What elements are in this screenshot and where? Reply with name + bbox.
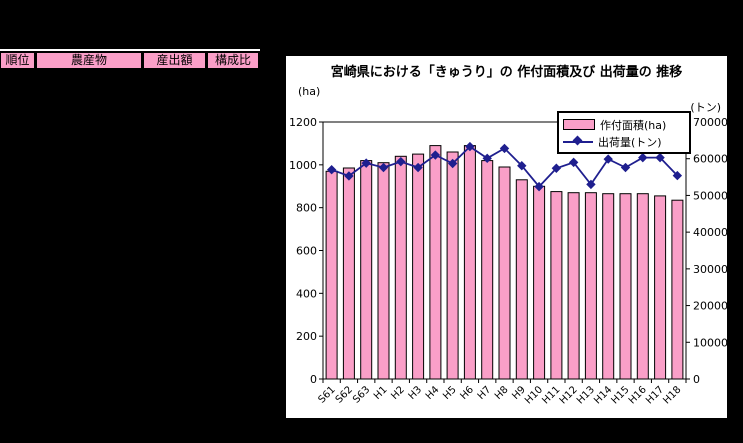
left-axis: 0 200 400 600 800 1000 1200 [289, 116, 323, 386]
svg-text:H13: H13 [575, 384, 597, 406]
svg-text:10000: 10000 [693, 336, 727, 349]
svg-text:H5: H5 [441, 384, 459, 402]
chart-title: 宮崎県における「きゅうり」の 作付面積及び 出荷量の 推移 [330, 65, 683, 80]
line-series [326, 141, 683, 192]
svg-text:H17: H17 [644, 384, 666, 406]
svg-text:400: 400 [296, 287, 317, 300]
svg-text:70000: 70000 [693, 116, 727, 129]
svg-text:200: 200 [296, 330, 317, 343]
line-swatch-icon [563, 135, 593, 147]
chart-plot: 0 200 400 600 800 1000 1200 0 10000 20000 30000 400… [289, 116, 727, 406]
legend-item-shipment: 出荷量(トン) [563, 133, 685, 150]
chart-panel: 宮崎県における「きゅうり」の 作付面積及び 出荷量の 推移 (ha) (トン) … [286, 56, 727, 418]
ranking-table-header: 順位 農産物 産出額 構成比 [0, 49, 260, 69]
svg-text:50000: 50000 [693, 189, 727, 202]
legend-label-area: 作付面積(ha) [600, 118, 667, 132]
svg-text:H16: H16 [627, 384, 649, 406]
x-axis-ticks [322, 379, 687, 383]
svg-text:0: 0 [310, 373, 317, 386]
svg-text:H11: H11 [540, 384, 562, 406]
ranking-col-rank: 順位 [0, 52, 35, 69]
legend-item-area: 作付面積(ha) [563, 116, 685, 133]
bar-swatch-icon [563, 119, 595, 130]
ranking-col-output-value: 産出額 [143, 52, 206, 69]
legend-label-shipment: 出荷量(トン) [598, 135, 662, 149]
left-axis-unit: (ha) [298, 85, 321, 98]
ranking-col-composition: 構成比 [207, 52, 259, 69]
svg-text:0: 0 [693, 373, 700, 386]
bar-series [325, 145, 684, 380]
svg-text:H6: H6 [458, 384, 476, 402]
right-axis: 0 10000 20000 30000 40000 50000 60000 70000 [686, 116, 727, 386]
right-axis-unit: (トン) [690, 101, 721, 114]
svg-text:S63: S63 [351, 384, 372, 405]
svg-text:40000: 40000 [693, 226, 727, 239]
svg-text:H2: H2 [389, 384, 407, 402]
svg-text:60000: 60000 [693, 153, 727, 166]
svg-text:800: 800 [296, 202, 317, 215]
svg-text:H4: H4 [424, 384, 442, 402]
svg-text:H3: H3 [407, 384, 425, 402]
chart-legend: 作付面積(ha) 出荷量(トン) [557, 111, 691, 154]
svg-text:H8: H8 [493, 384, 511, 402]
svg-text:H15: H15 [610, 384, 632, 406]
svg-text:H7: H7 [476, 384, 494, 402]
ranking-col-product: 農産物 [36, 52, 142, 69]
svg-text:S62: S62 [334, 384, 355, 405]
svg-text:H10: H10 [523, 384, 545, 406]
svg-text:1000: 1000 [289, 159, 317, 172]
svg-text:20000: 20000 [693, 300, 727, 313]
svg-text:30000: 30000 [693, 263, 727, 276]
svg-text:H18: H18 [661, 384, 683, 406]
svg-text:H14: H14 [592, 384, 614, 406]
svg-text:1200: 1200 [289, 116, 317, 129]
svg-text:H1: H1 [372, 384, 390, 402]
svg-text:S61: S61 [316, 384, 337, 405]
svg-text:600: 600 [296, 245, 317, 258]
svg-text:H12: H12 [558, 384, 580, 406]
